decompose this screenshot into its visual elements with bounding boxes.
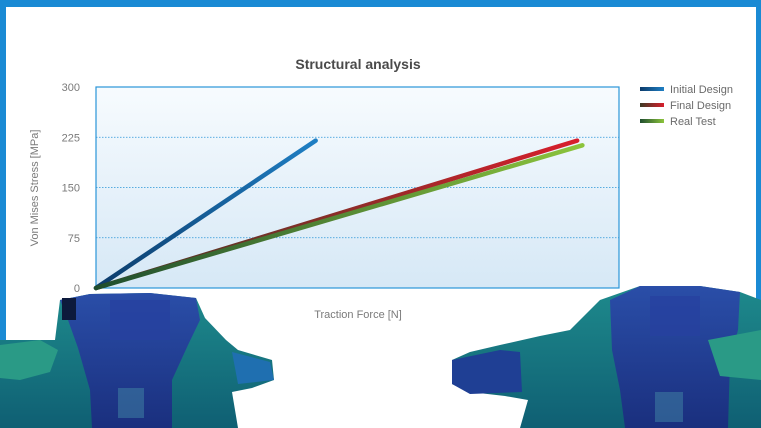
- legend: Initial Design Final Design Real Test: [640, 84, 733, 128]
- legend-swatch: [640, 103, 664, 107]
- series-line-real-test: [93, 143, 585, 291]
- series-line-initial-design: [93, 138, 318, 291]
- legend-label: Final Design: [670, 100, 731, 112]
- right-accent-bar: [756, 0, 761, 428]
- y-axis-title: Von Mises Stress [MPa]: [29, 130, 41, 247]
- legend-label: Initial Design: [670, 84, 733, 96]
- left-accent-bar: [0, 0, 6, 428]
- y-tick-label: 300: [62, 82, 80, 94]
- series-lines: [93, 138, 585, 291]
- legend-label: Real Test: [670, 116, 716, 128]
- x-axis-title: Traction Force [N]: [314, 309, 402, 321]
- legend-swatch: [640, 87, 664, 91]
- gridlines: [96, 136, 619, 239]
- y-axis-ticks: 0 75 150 225 300: [62, 82, 80, 295]
- y-tick-label: 150: [62, 183, 80, 195]
- chart-title: Structural analysis: [295, 56, 420, 72]
- fea-part-left: [0, 293, 274, 428]
- y-tick-label: 225: [62, 132, 80, 144]
- top-accent-bar: [0, 0, 761, 7]
- y-tick-label: 75: [68, 233, 80, 245]
- y-tick-label: 0: [74, 283, 80, 295]
- legend-swatch: [640, 119, 664, 123]
- fea-part-right: [452, 286, 761, 428]
